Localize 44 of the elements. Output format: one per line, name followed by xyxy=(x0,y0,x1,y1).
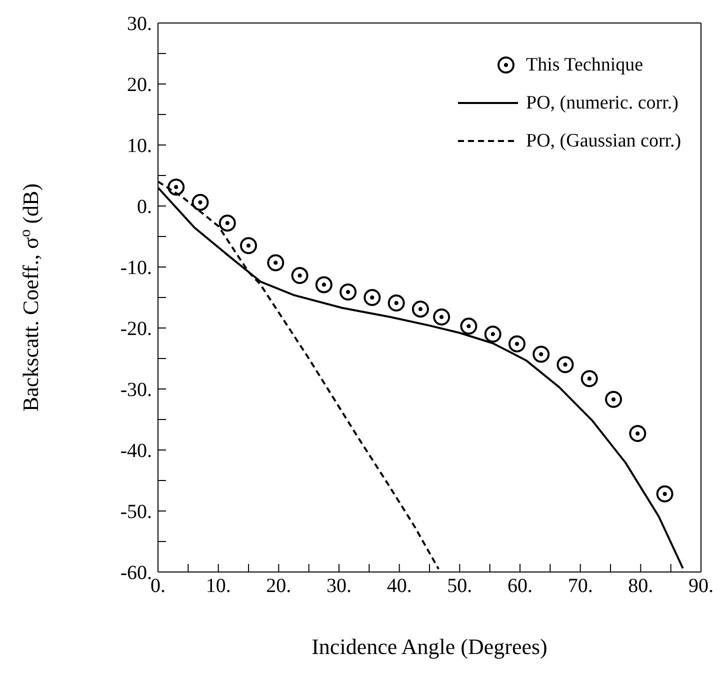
x-tick-label: 20. xyxy=(266,575,292,598)
y-tick-label: -10. xyxy=(120,257,152,280)
point xyxy=(605,390,622,408)
y-tick-label: -50. xyxy=(120,501,152,524)
x-tick-label: 50. xyxy=(447,575,472,598)
point xyxy=(629,425,646,442)
legend-label: PO, (numeric. corr.) xyxy=(526,92,678,114)
point xyxy=(433,308,450,326)
y-tick-label: -60. xyxy=(120,562,152,584)
point xyxy=(412,300,429,318)
point xyxy=(218,214,236,232)
point xyxy=(460,318,478,335)
y-tick-label: 20. xyxy=(127,74,152,96)
point xyxy=(315,276,332,294)
legend-label: This Technique xyxy=(526,54,644,76)
point xyxy=(340,284,357,301)
point xyxy=(267,254,284,272)
x-tick-label: 10. xyxy=(206,575,231,598)
x-axis-title: Incidence Angle (Degrees) xyxy=(312,634,548,659)
x-tick-label: 40. xyxy=(386,575,412,598)
y-tick-label: 0. xyxy=(137,196,152,218)
x-tick-label: 90. xyxy=(688,575,714,598)
point xyxy=(532,346,550,363)
y-tick-label: 30. xyxy=(127,13,152,36)
y-tick-label: -40. xyxy=(120,440,152,462)
y-tick-label: -20. xyxy=(120,318,152,340)
legend-label: PO, (Gaussian corr.) xyxy=(526,130,682,152)
y-tick-label: 10. xyxy=(127,135,152,158)
point xyxy=(388,294,405,312)
x-tick-label: 80. xyxy=(628,575,654,598)
x-tick-label: 60. xyxy=(508,575,532,598)
x-tick-label: 30. xyxy=(326,575,352,598)
point xyxy=(556,356,574,374)
point xyxy=(364,289,381,306)
point xyxy=(508,335,526,352)
point xyxy=(656,485,674,502)
y-tick-label: -30. xyxy=(120,379,152,402)
point xyxy=(240,237,257,254)
point xyxy=(168,178,185,196)
point xyxy=(291,267,308,284)
point xyxy=(192,194,209,211)
point xyxy=(484,326,502,343)
x-tick-label: 70. xyxy=(568,575,593,598)
point xyxy=(580,370,598,388)
